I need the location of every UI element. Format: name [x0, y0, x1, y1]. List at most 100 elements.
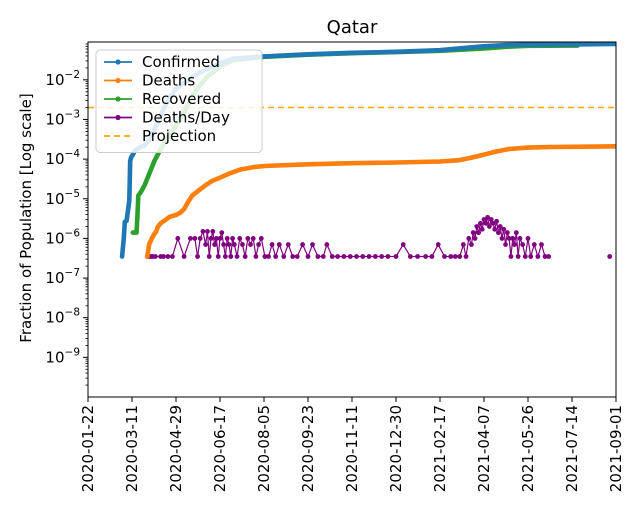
- deaths-day-point: [508, 254, 514, 259]
- deaths-day-point: [324, 242, 330, 247]
- confirmed-point: [127, 198, 132, 203]
- deaths-day-point: [305, 254, 311, 259]
- legend-marker: [115, 114, 121, 121]
- x-tick-label: 2020-12-30: [387, 405, 405, 492]
- confirmed-point: [305, 52, 311, 57]
- deaths-day-segment: [183, 238, 191, 257]
- deaths-point: [261, 163, 267, 169]
- deaths-day-point: [224, 236, 230, 241]
- deaths-day-segment: [196, 238, 201, 257]
- deaths-day-segment: [177, 238, 185, 257]
- deaths-point: [437, 159, 443, 164]
- recovered-point: [135, 214, 140, 220]
- confirmed-point: [393, 49, 399, 54]
- deaths-day-point: [253, 254, 259, 259]
- deaths-day-point: [515, 254, 521, 259]
- deaths-point: [189, 193, 195, 198]
- y-axis-ticks: 10−9 10−8 10−7 10−6 10−5 10−4 10−3 10−2: [45, 43, 88, 386]
- deaths-day-segment: [517, 238, 521, 257]
- recovered-point: [130, 230, 136, 235]
- deaths-day-point: [214, 236, 219, 241]
- x-tick-label: 2020-06-17: [211, 405, 229, 492]
- deaths-day-point: [248, 242, 253, 247]
- deaths-day-point: [341, 254, 347, 259]
- x-tick-label: 2021-04-07: [475, 405, 493, 492]
- deaths-point: [493, 149, 498, 154]
- deaths-day-point: [310, 242, 315, 247]
- deaths-day-point: [495, 230, 501, 236]
- legend-label: Projection: [142, 127, 216, 145]
- deaths-day-point: [504, 230, 510, 236]
- deaths-day-point: [269, 242, 275, 247]
- deaths-day-point: [423, 254, 429, 259]
- deaths-day-point: [228, 254, 234, 259]
- x-axis-ticks: 2020-01-22 2020-03-11 2020-04-29 2020-06-17…: [79, 397, 625, 492]
- confirmed-point: [119, 254, 125, 259]
- deaths-day-segment: [236, 238, 241, 257]
- deaths-day-point: [513, 230, 519, 236]
- deaths-point: [548, 144, 553, 150]
- confirmed-point: [569, 42, 575, 47]
- deaths-day-point: [315, 254, 321, 259]
- deaths-day-point: [215, 254, 221, 259]
- y-tick-label: 10−4: [45, 148, 80, 168]
- deaths-day-point: [300, 242, 306, 247]
- x-tick-label: 2020-09-23: [299, 405, 317, 492]
- deaths-day-point: [542, 254, 548, 259]
- legend-box: [95, 49, 263, 153]
- deaths-day-point: [273, 254, 279, 259]
- deaths-day-point: [219, 230, 225, 236]
- x-tick-label: 2021-02-17: [431, 405, 449, 492]
- deaths-day-point: [457, 254, 463, 259]
- deaths-day-point: [205, 229, 210, 234]
- deaths-day-point: [161, 254, 166, 259]
- deaths-point: [525, 145, 531, 150]
- x-tick-label: 2020-11-11: [343, 405, 361, 492]
- deaths-day-segment: [527, 238, 532, 257]
- plot-frame: [87, 41, 617, 398]
- deaths-day-point: [393, 254, 399, 259]
- deaths-day-point: [354, 254, 359, 259]
- deaths-point: [506, 146, 512, 152]
- deaths-point: [145, 254, 150, 259]
- confirmed-point: [461, 45, 466, 51]
- confirmed-point: [349, 50, 355, 56]
- deaths-day-point: [463, 254, 469, 259]
- deaths-day-point: [528, 254, 534, 259]
- legend-marker: [115, 96, 121, 102]
- legend: ConfirmedDeathsRecoveredDeaths/DayProjec…: [95, 49, 263, 153]
- recovered-point: [152, 158, 157, 164]
- y-tick-label: 10−6: [45, 227, 80, 247]
- confirmed-point: [613, 42, 616, 47]
- deaths-day-point: [262, 254, 268, 259]
- deaths-day-point: [281, 254, 287, 259]
- legend-label: Recovered: [142, 90, 221, 108]
- deaths-day-segment: [230, 238, 234, 257]
- x-tick-label: 2021-09-01: [607, 405, 625, 492]
- deaths-day-point: [474, 224, 480, 229]
- deaths-day-point: [360, 254, 366, 259]
- deaths-day-point: [485, 214, 490, 220]
- deaths-day-point: [472, 236, 478, 241]
- deaths-day-point: [512, 242, 517, 247]
- legend-item-deaths: Deaths: [104, 72, 195, 90]
- deaths-day-point: [181, 254, 187, 259]
- deaths-point: [470, 155, 475, 160]
- deaths-point: [167, 214, 172, 220]
- deaths-point: [251, 164, 257, 170]
- deaths-day-segment: [524, 238, 529, 257]
- deaths-day-point: [250, 236, 256, 241]
- y-tick-label: 10−7: [45, 267, 80, 287]
- deaths-day-point: [490, 220, 496, 226]
- deaths-day-point: [372, 254, 378, 259]
- deaths-day-point: [217, 236, 223, 241]
- deaths-day-point: [165, 254, 171, 259]
- deaths-day-point: [231, 242, 237, 247]
- recovered-point: [142, 182, 147, 188]
- deaths-point: [305, 162, 311, 167]
- deaths-day-segment: [244, 238, 249, 257]
- deaths-day-point: [256, 242, 262, 247]
- y-tick-label: 10−2: [45, 69, 80, 89]
- deaths-day-point: [520, 242, 526, 247]
